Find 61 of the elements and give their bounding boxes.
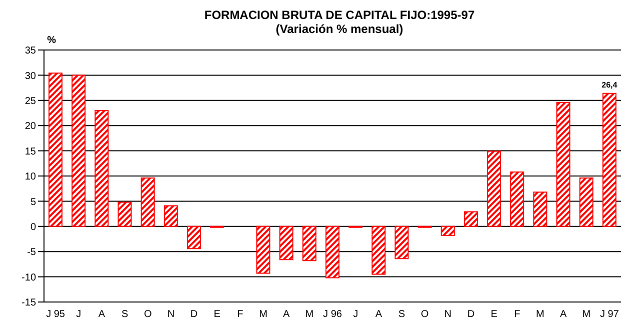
data-label: 26,4	[602, 80, 618, 90]
y-tick-label: -15	[22, 298, 36, 309]
x-tick-label: J 96	[323, 309, 342, 320]
x-tick-label: M	[305, 309, 314, 320]
y-tick-label: 15	[24, 146, 36, 158]
bar	[72, 74, 86, 227]
bar	[394, 226, 409, 260]
x-tick-label: M	[259, 309, 268, 320]
bar	[48, 72, 62, 227]
y-tick-label: 5	[30, 196, 36, 208]
x-tick-label: A	[375, 309, 382, 320]
bar	[556, 102, 570, 227]
y-tick-label: 25	[24, 96, 36, 107]
bar	[487, 150, 502, 227]
bar	[279, 226, 294, 260]
x-tick-label: D	[467, 309, 475, 320]
bar	[440, 226, 455, 236]
bar	[579, 178, 594, 227]
bar	[602, 92, 616, 227]
x-tick-label: M	[582, 309, 591, 320]
chart-subtitle: (Variación % mensual)	[274, 22, 404, 36]
x-tick-label: F	[237, 309, 244, 320]
x-tick-label: N	[444, 309, 452, 320]
bar	[186, 226, 201, 250]
bar	[302, 226, 316, 262]
y-tick-label: -5	[27, 247, 36, 258]
x-tick-label: A	[98, 309, 106, 320]
x-tick-label: J 97	[600, 309, 620, 320]
bar	[533, 192, 548, 227]
bar	[164, 205, 178, 227]
y-tick-label: 35	[24, 46, 36, 57]
x-tick-label: F	[514, 309, 520, 320]
x-tick-label: D	[190, 309, 198, 320]
bar	[372, 226, 386, 275]
x-tick-label: E	[490, 309, 498, 320]
y-tick-label: 20	[24, 121, 36, 132]
x-tick-label: N	[167, 309, 175, 320]
y-tick-label: 0	[30, 222, 36, 233]
bar	[94, 110, 109, 227]
bar	[464, 211, 478, 227]
bar	[256, 226, 270, 274]
x-tick-label: A	[560, 309, 567, 320]
bar	[510, 171, 524, 227]
x-tick-label: O	[144, 309, 152, 320]
y-tick-label: 10	[24, 172, 36, 183]
x-tick-label: S	[121, 309, 128, 320]
x-tick-label: J	[76, 309, 82, 320]
bar	[118, 202, 132, 227]
x-tick-label: A	[283, 309, 290, 320]
y-axis-title: %	[47, 35, 56, 46]
x-tick-label: S	[398, 309, 406, 320]
x-tick-label: J	[353, 309, 358, 320]
x-tick-label: J 95	[46, 309, 66, 320]
x-tick-label: E	[214, 309, 221, 320]
x-tick-label: O	[420, 309, 429, 320]
chart-title: FORMACION BRUTA DE CAPITAL FIJO:1995-97	[203, 8, 476, 22]
x-tick-label: M	[536, 309, 544, 320]
y-tick-label: 30	[24, 70, 36, 82]
bar	[325, 226, 340, 278]
bar	[140, 178, 155, 227]
y-tick-label: -10	[22, 272, 36, 284]
